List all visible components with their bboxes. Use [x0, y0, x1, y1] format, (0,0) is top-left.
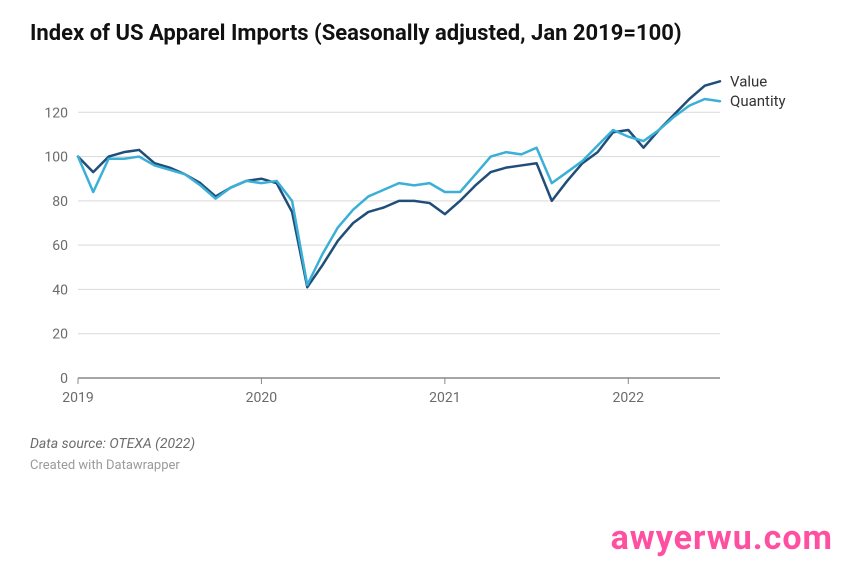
- credit-text: Created with Datawrapper: [30, 458, 813, 473]
- data-source: Data source: OTEXA (2022): [30, 436, 813, 452]
- watermark: awyerwu.com: [611, 518, 833, 558]
- y-tick-label: 120: [44, 105, 68, 121]
- y-tick-label: 0: [60, 371, 68, 387]
- x-tick-label: 2019: [62, 390, 93, 406]
- series-label-quantity: Quantity: [730, 92, 786, 110]
- y-tick-label: 60: [52, 238, 68, 254]
- x-tick-label: 2022: [613, 390, 645, 406]
- chart-area: 0 20 40 60 80 100 120 2019 2020 2021 2022 Value Quan…: [30, 58, 813, 418]
- x-tick-label: 2021: [429, 390, 460, 406]
- y-tick-label: 40: [52, 282, 68, 298]
- x-tick-label: 2020: [246, 390, 278, 406]
- y-tick-label: 100: [44, 149, 68, 165]
- series-line-quantity: [78, 99, 720, 285]
- y-tick-label: 80: [52, 193, 68, 209]
- line-chart-svg: 0 20 40 60 80 100 120 2019 2020 2021 2022 Value Quan…: [30, 58, 810, 418]
- chart-title: Index of US Apparel Imports (Seasonally …: [30, 20, 813, 48]
- series-label-value: Value: [730, 72, 767, 90]
- y-tick-label: 20: [52, 326, 68, 342]
